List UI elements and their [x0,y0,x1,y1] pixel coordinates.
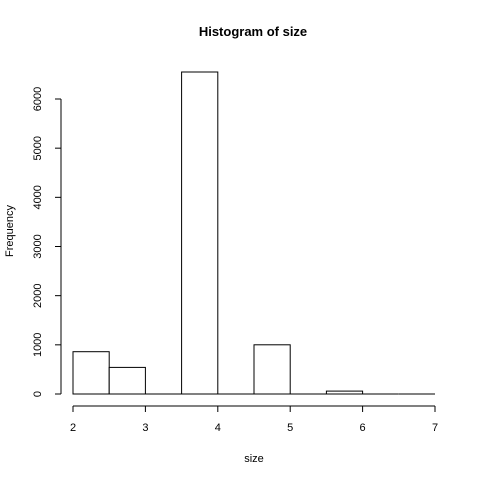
chart-title: Histogram of size [199,24,307,39]
y-tick-label: 4000 [32,185,44,209]
x-tick-label: 7 [432,422,438,434]
x-tick-label: 6 [360,422,366,434]
histogram-bar-7 [325,390,364,395]
y-tick-label: 2000 [32,283,44,307]
x-axis: 2 3 4 5 6 7 [70,405,438,434]
histogram-bar-1 [108,366,146,395]
y-axis: 0 1000 2000 3000 4000 5000 6000 [32,87,62,397]
bars-layer [72,71,435,395]
x-tick-label: 3 [142,422,148,434]
y-tick-label: 5000 [32,136,44,160]
x-tick-label: 5 [287,422,293,434]
y-tick-label: 6000 [32,87,44,111]
x-tick-label: 2 [70,422,76,434]
y-tick-label: 1000 [32,333,44,357]
y-tick-label: 3000 [32,234,44,258]
y-axis-label: Frequency [4,205,16,257]
x-axis-label: size [244,453,264,465]
x-tick-label: 4 [215,422,221,434]
histogram-bar-0 [72,351,110,395]
y-tick-label: 0 [32,391,44,397]
histogram-bar-5 [253,344,291,395]
histogram-bar-3 [181,71,219,395]
